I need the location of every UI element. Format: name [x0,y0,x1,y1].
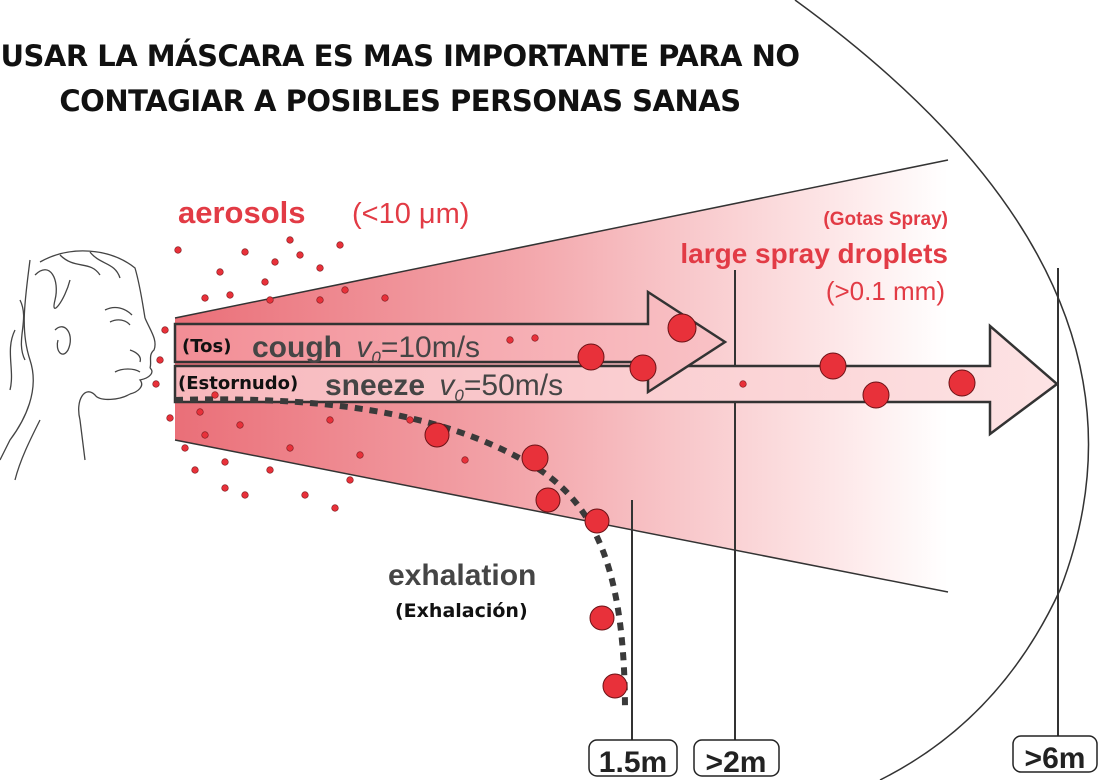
spray-spanish-label: (Gotas Spray) [823,209,948,230]
aerosol-droplet [211,391,219,399]
aerosol-droplet [316,264,324,272]
aerosol-droplet [161,326,169,334]
large-droplet [819,352,847,380]
aerosol-droplet [266,466,274,474]
large-droplet [584,508,610,534]
spray-size: (>0.1 mm) [826,276,945,306]
aerosol-droplet [346,476,354,484]
distance-box-2m: >2m [693,739,780,779]
aerosol-droplet [286,236,294,244]
aerosol-droplet [174,246,182,254]
large-droplet [577,343,605,371]
aerosol-droplet [331,504,339,512]
cough-label: cough [252,331,342,364]
aerosol-droplet [241,491,249,499]
aerosol-droplet [156,356,164,364]
cough-velocity-var: v [356,331,373,364]
aerosol-droplets [152,236,747,512]
aerosol-droplet [531,334,539,342]
exhalation-label: exhalation [388,559,536,592]
cough-arrow [173,289,728,395]
sneeze-text: sneeze v0=50m/s [325,369,563,405]
aerosol-droplet [191,466,199,474]
distance-label-6m: >6m [1025,742,1086,775]
distance-label-1-5m: 1.5m [599,746,667,779]
aerosol-droplet [301,491,309,499]
aerosol-droplet [181,444,189,452]
aerosol-droplet [226,291,234,299]
range-arc [794,0,1090,780]
aerosol-droplet [506,336,514,344]
distance-label-2m: >2m [706,746,767,779]
aerosol-droplet [196,408,204,416]
large-droplet [862,381,890,409]
sneeze-label: sneeze [325,369,425,402]
large-droplet [535,487,561,513]
aerosol-droplet [381,294,389,302]
spray-label: large spray droplets [680,238,948,269]
sneeze-spanish-label: (Estornudo) [178,373,298,394]
aerosol-droplet [271,258,279,266]
aerosol-droplet [316,296,324,304]
large-droplet [948,369,976,397]
large-droplet [667,313,697,343]
cough-text: cough v0=10m/s [252,331,480,367]
aerosols-label: aerosols [178,195,306,230]
exhalation-spanish-label: (Exhalación) [395,600,528,622]
aerosol-droplet [406,416,414,424]
exhalation-path [174,396,628,713]
cough-spanish-label: (Tos) [182,336,231,357]
aerosol-droplet [216,268,224,276]
aerosol-droplet [201,294,209,302]
aerosol-droplet [221,458,229,466]
cough-velocity-value: =10m/s [381,331,480,364]
aerosol-droplet [336,241,344,249]
aerosol-droplet [241,248,249,256]
aerosol-droplet [296,251,304,259]
large-droplet [602,673,628,699]
title-line-1: USAR LA MÁSCARA ES MAS IMPORTANTE PARA N… [0,39,799,73]
sneeze-velocity-sub: 0 [454,386,464,405]
aerosol-droplet [261,278,269,286]
sneeze-velocity-value: =50m/s [464,369,563,402]
distance-box-6m: >6m [1012,735,1098,775]
aerosol-droplet [286,444,294,452]
sneeze-velocity-var: v [439,369,456,402]
aerosol-droplet [201,431,209,439]
title-line-2: CONTAGIAR A POSIBLES PERSONAS SANAS [59,84,740,118]
aerosol-droplet [236,421,244,429]
aerosol-droplet [326,416,334,424]
aerosol-droplet [739,380,747,388]
aerosol-droplet [461,456,469,464]
aerosol-droplet [341,286,349,294]
aerosol-droplet [166,414,174,422]
large-droplet [629,354,657,382]
aerosol-droplet [221,484,229,492]
cone-bottom-edge [174,439,949,593]
large-droplet [589,605,615,631]
aerosol-droplet [356,451,364,459]
distance-box-1-5m: 1.5m [588,739,678,779]
aerosol-droplet [152,380,160,388]
large-droplet [424,422,450,448]
cough-velocity-sub: 0 [371,348,381,367]
large-droplets [424,313,976,699]
large-droplet [521,444,549,472]
cone-top-edge [174,159,949,319]
aerosol-droplet [266,296,274,304]
person-face-sketch [0,250,156,481]
aerosols-size: (<10 μm) [352,198,469,230]
